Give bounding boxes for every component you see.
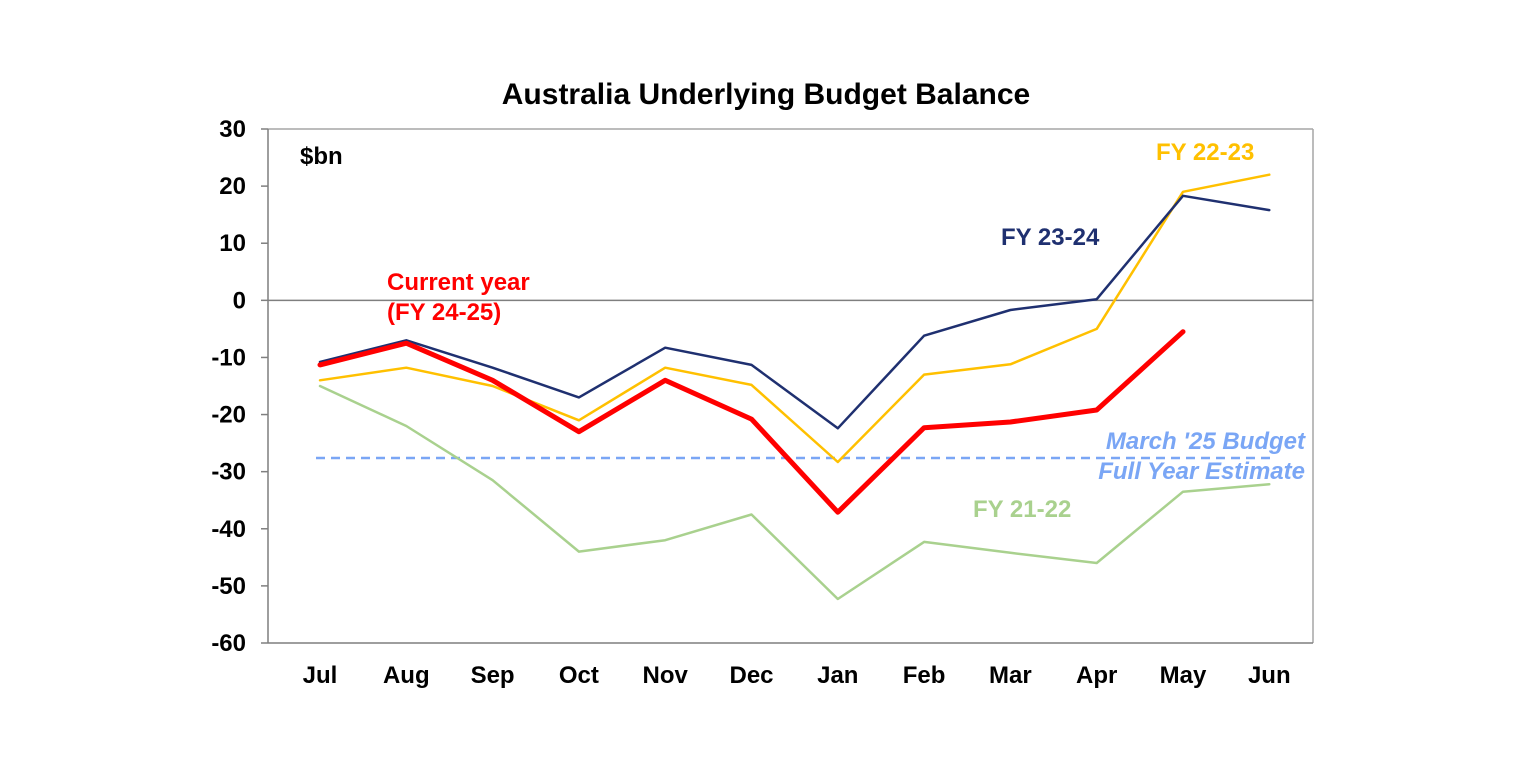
x-tick-label: Jan xyxy=(817,662,858,689)
y-tick-label: -10 xyxy=(211,344,246,371)
y-tick-label: -50 xyxy=(211,573,246,600)
series-label-current-year-line2: (FY 24-25) xyxy=(387,299,501,326)
x-tick-label: Sep xyxy=(471,662,515,689)
x-tick-label: Dec xyxy=(729,662,773,689)
x-tick-label: Apr xyxy=(1076,662,1117,689)
y-tick-label: -60 xyxy=(211,630,246,657)
x-tick-label: Feb xyxy=(903,662,946,689)
x-tick-label: May xyxy=(1160,662,1207,689)
series-labels-layer: FY 21-22 FY 22-23 FY 23-24 Current year (FY … xyxy=(387,139,1306,523)
series-label-fy-23-24: FY 23-24 xyxy=(1001,224,1100,251)
series-label-current-year-line1: Current year xyxy=(387,269,530,296)
y-tick-label: -20 xyxy=(211,402,246,429)
y-tick-label: 20 xyxy=(219,173,246,200)
series-line-fy-21-22 xyxy=(318,384,1271,601)
x-tick-label: Jun xyxy=(1248,662,1291,689)
series-label-fy-21-22: FY 21-22 xyxy=(973,496,1071,523)
series-label-fy-22-23: FY 22-23 xyxy=(1156,139,1254,166)
x-axis: Jul Aug Sep Oct Nov Dec Jan Feb Mar Apr May Jun xyxy=(268,299,1313,689)
y-tick-label: -30 xyxy=(211,459,246,486)
y-axis: 30 20 10 0 -10 -20 -30 -40 -50 -60 xyxy=(211,116,269,657)
y-tick-label: 0 xyxy=(233,287,246,314)
budget-estimate-label-line1: March '25 Budget xyxy=(1106,428,1306,455)
x-tick-label: Nov xyxy=(643,662,689,689)
series-line-fy-23-24 xyxy=(318,194,1271,430)
series-line-fy-22-23 xyxy=(318,173,1271,464)
x-tick-label: Oct xyxy=(559,662,599,689)
y-tick-label: -40 xyxy=(211,516,246,543)
chart-title: Australia Underlying Budget Balance xyxy=(502,78,1030,111)
x-tick-label: Jul xyxy=(303,662,338,689)
series-layer xyxy=(317,173,1271,601)
x-tick-label: Mar xyxy=(989,662,1032,689)
x-tick-label: Aug xyxy=(383,662,430,689)
series-line-current-year xyxy=(317,329,1186,515)
budget-estimate-label-line2: Full Year Estimate xyxy=(1098,458,1305,485)
y-tick-label: 30 xyxy=(219,116,246,143)
y-tick-label: 10 xyxy=(219,230,246,257)
unit-label: $bn xyxy=(300,143,343,170)
